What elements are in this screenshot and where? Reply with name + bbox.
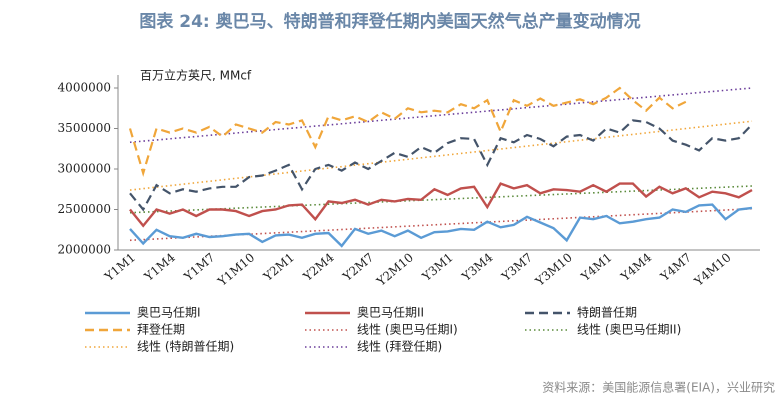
- legend-label: 奥巴马任期I: [137, 306, 201, 320]
- legend-label: 奥巴马任期II: [357, 306, 424, 320]
- x-tick-label: Y2M10: [373, 250, 416, 289]
- x-tick-label: Y3M10: [532, 250, 575, 289]
- x-tick-label: Y1M4: [141, 250, 178, 284]
- y-tick-label: 3000000: [58, 162, 111, 176]
- x-tick-label: Y3M4: [459, 250, 496, 284]
- legend-label: 特朗普任期: [577, 305, 637, 320]
- source-note: 资料来源：美国能源信息署(EIA)，兴业研究: [542, 380, 775, 395]
- x-tick-label: Y2M1: [260, 250, 297, 284]
- x-tick-label: Y4M10: [691, 250, 734, 289]
- trend-line: [129, 185, 753, 214]
- x-tick-label: Y3M7: [498, 250, 535, 284]
- series-line: [129, 119, 753, 212]
- y-tick-label: 4000000: [58, 81, 111, 95]
- y-axis-label: 百万立方英尺, MMcf: [140, 68, 252, 83]
- x-tick-label: Y4M4: [617, 250, 654, 284]
- chart-title: 图表 24: 奥巴马、特朗普和拜登任期内美国天然气总产量变动情况: [139, 11, 640, 32]
- legend-label: 线性 (特朗普任期): [137, 339, 234, 354]
- x-tick-label: Y1M10: [214, 250, 257, 289]
- series-line: [129, 182, 753, 228]
- x-tick-label: Y4M1: [578, 250, 615, 284]
- x-tick-label: Y4M7: [657, 250, 694, 284]
- trend-line: [129, 87, 753, 144]
- legend-label: 线性 (奥巴马任期I): [357, 323, 458, 337]
- legend-label: 线性 (奥巴马任期II): [577, 323, 681, 337]
- y-tick-label: 2500000: [58, 202, 111, 216]
- series-line: [128, 86, 687, 177]
- y-tick-label: 2000000: [58, 243, 111, 257]
- y-tick-label: 3500000: [58, 121, 111, 135]
- legend-label: 拜登任期: [137, 322, 185, 337]
- x-tick-label: Y2M7: [339, 250, 376, 284]
- x-tick-label: Y3M1: [419, 250, 456, 284]
- x-tick-label: Y2M4: [300, 250, 337, 284]
- x-tick-label: Y1M7: [181, 250, 218, 284]
- legend-label: 线性 (拜登任期): [357, 339, 442, 354]
- trend-line: [129, 120, 753, 191]
- series-line: [129, 203, 753, 248]
